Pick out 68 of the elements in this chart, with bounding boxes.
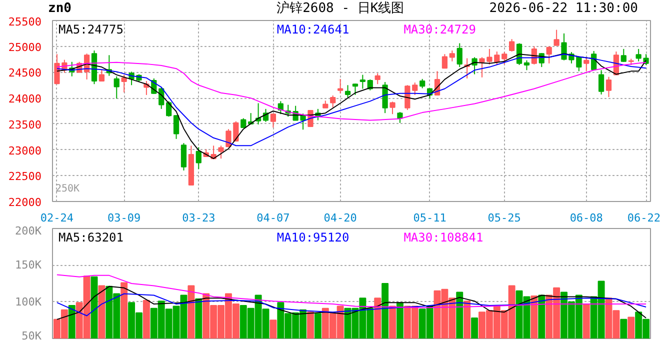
text: MA5:63201 (58, 230, 124, 244)
candlestick (360, 74, 366, 90)
chart-title: 沪锌2608 - 日K线图 (276, 0, 404, 18)
y-tick-label: 23500 (8, 118, 42, 132)
candlestick (121, 74, 127, 93)
x-tick-label: 06-22 (627, 212, 660, 224)
candlestick (598, 70, 604, 95)
candlestick (397, 112, 403, 124)
candlestick (412, 82, 418, 96)
text: MA10:95120 (276, 230, 350, 244)
candlestick (173, 114, 180, 140)
candlestick (420, 78, 426, 89)
text: MA30:108841 (404, 230, 484, 244)
candlestick (442, 54, 448, 69)
text: 2026-06-22 11:30:00 (489, 0, 639, 18)
x-tick-label: 04-20 (324, 212, 357, 224)
annotation: 250K (56, 184, 80, 194)
candlestick (374, 72, 380, 85)
candlestick (404, 84, 410, 110)
y-tick-label: 100K (15, 295, 42, 308)
line-series (56, 274, 647, 308)
x-tick-label: 03-23 (182, 212, 216, 224)
candlestick (270, 113, 276, 128)
candlestick (382, 82, 388, 114)
candlestick (524, 60, 530, 71)
y-tick-label: 23000 (8, 144, 42, 158)
text: MA30:24729 (404, 22, 476, 36)
y-tick-label: 22000 (8, 196, 42, 209)
y-tick-label: 22500 (8, 170, 42, 184)
candlestick (338, 78, 344, 94)
candlestick (546, 46, 552, 64)
y-tick-label: 25000 (8, 40, 42, 54)
candlestick (509, 38, 515, 52)
candlestick (502, 52, 508, 65)
candlestick (180, 142, 187, 171)
candlestick (456, 42, 462, 68)
candlestick (98, 69, 105, 82)
y-tick-label: 24500 (8, 66, 42, 80)
line-series (56, 286, 647, 320)
y-tick-label: 24000 (8, 92, 42, 106)
text: MA10:24641 (276, 22, 350, 36)
x-tick-label: 02-24 (40, 212, 74, 224)
candlestick (262, 108, 269, 122)
x-tick-label: 05-25 (488, 212, 521, 224)
candlestick (449, 50, 455, 62)
candlestick (606, 76, 612, 98)
y-tick-label: 150K (15, 258, 42, 272)
x-tick-label: 06-08 (570, 212, 603, 224)
y-tick-label: 50K (22, 330, 42, 342)
line-series (56, 293, 647, 316)
text: MA5:24775 (58, 22, 124, 36)
candlestick (218, 145, 224, 160)
x-tick-label: 04-07 (256, 212, 290, 224)
candlestick (166, 100, 172, 118)
text: zn0 (48, 1, 72, 16)
y-tick-label: 200K (15, 224, 42, 238)
candlestick (344, 84, 351, 99)
candlestick (554, 29, 560, 46)
candlestick (114, 76, 120, 100)
y-tick-label: 25500 (8, 16, 42, 28)
candlestick (352, 83, 358, 96)
candlestick (330, 94, 336, 108)
candlestick (390, 101, 396, 115)
x-tick-label: 03-09 (108, 212, 141, 224)
candlestick (196, 146, 202, 170)
candlestick (584, 56, 590, 72)
x-tick-label: 05-11 (413, 212, 446, 224)
candlestick (620, 48, 626, 62)
